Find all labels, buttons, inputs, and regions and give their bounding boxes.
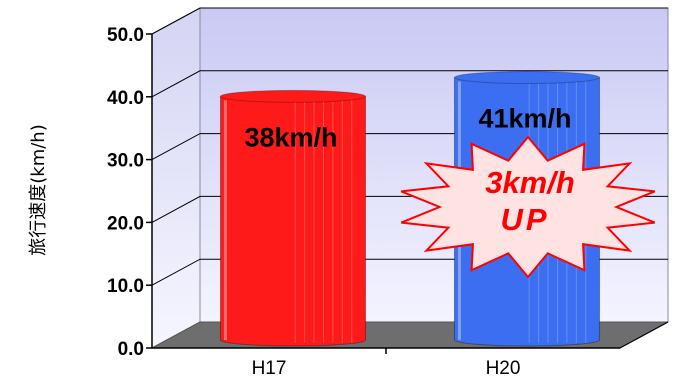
data-labels: 38km/h 41km/h <box>244 104 571 153</box>
bar-top <box>453 71 601 85</box>
y-tick-labels: 0.0 10.0 20.0 30.0 40.0 50.0 <box>107 25 152 360</box>
gridline <box>151 70 668 98</box>
y-tick-label: 40.0 <box>107 88 144 109</box>
annotation-line-1: 3km/h <box>485 165 575 200</box>
y-tick-label: 20.0 <box>107 213 144 234</box>
side-wall <box>151 7 201 349</box>
bar-body <box>219 95 367 347</box>
y-tick-label: 50.0 <box>107 25 144 46</box>
annotation: 3km/h UP <box>400 135 656 279</box>
x-tick-labels: H17 H20 <box>252 348 521 379</box>
gridline <box>151 7 668 35</box>
y-tick-label: 10.0 <box>107 276 144 297</box>
starburst-shape <box>400 135 656 279</box>
bar-H17 <box>219 89 367 347</box>
x-tick-label-H20: H20 <box>486 358 521 379</box>
floor-right-edge <box>619 321 669 349</box>
annotation-line-2: UP <box>500 202 549 237</box>
data-label-H20: 41km/h <box>478 104 571 134</box>
y-axis-label: 旅行速度(km/h) <box>28 124 49 255</box>
x-tick-label-H17: H17 <box>252 358 287 379</box>
data-label-H17: 38km/h <box>244 122 337 152</box>
bar-top <box>219 89 367 103</box>
y-tick-label: 30.0 <box>107 151 144 172</box>
y-tick-label: 0.0 <box>118 339 144 360</box>
